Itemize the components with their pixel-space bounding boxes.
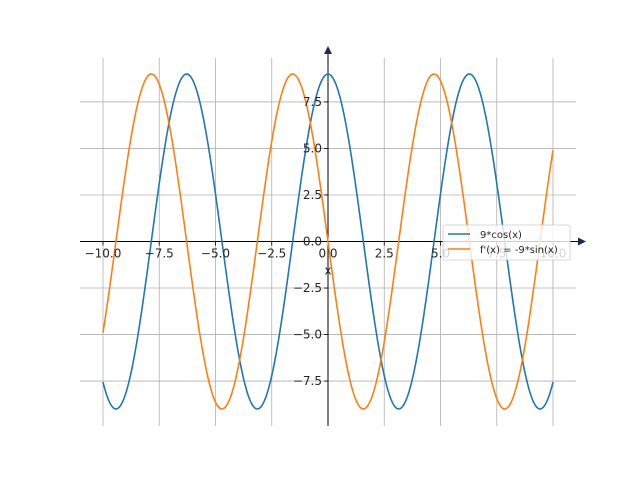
x-tick-label: −5.0 [201,247,230,261]
x-tick-label: −2.5 [257,247,286,261]
series-line-1 [102,73,554,410]
y-tick-label: −2.5 [293,281,322,295]
series-line-0 [102,73,554,410]
y-tick-label: 2.5 [303,188,322,202]
y-tick-label: −5.0 [293,328,322,342]
y-tick-label: 7.5 [303,95,322,109]
y-tick-label: 5.0 [303,141,322,155]
legend-entry-derivative: f'(x) = -9*sin(x) [480,245,558,256]
x-tick-label: 2.5 [375,247,394,261]
x-axis-label: x [324,264,331,278]
y-tick-label: 0.0 [303,235,322,249]
x-tick-label: 0.0 [318,247,337,261]
x-tick-label: −7.5 [145,247,174,261]
series-lines [102,73,554,410]
legend: 9*cos(x) f'(x) = -9*sin(x) [442,224,571,261]
x-axis-arrow-icon [578,237,586,246]
legend-box [442,224,571,261]
legend-entry-cos: 9*cos(x) [480,230,522,241]
y-axis-arrow-icon [324,46,332,54]
y-tick-label: −7.5 [293,374,322,388]
x-tick-label: −10.0 [85,247,122,261]
